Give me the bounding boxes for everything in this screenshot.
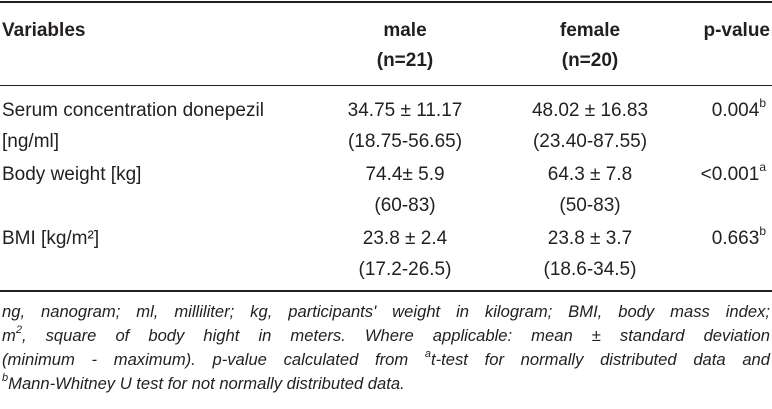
- footnote-line3-a: (minimum - maximum). p-value calculated …: [2, 350, 425, 369]
- footnote-line2: m2, square of body hight in meters. Wher…: [2, 324, 770, 348]
- header-female-n: (n=20): [561, 50, 619, 71]
- row2-male-line1: 74.4± 5.9: [365, 164, 445, 185]
- row1-male-line2: (18.75-56.65): [347, 131, 463, 152]
- header-variables: Variables: [2, 20, 86, 41]
- row3-pvalue-number: 0.663: [711, 228, 760, 249]
- row1-female-line2: (23.40-87.55): [532, 131, 648, 152]
- row2-label-line1: Body weight [kg]: [2, 164, 142, 185]
- row3-label-line1: BMI [kg/m²]: [2, 228, 100, 249]
- row3-female-line2: (18.6-34.5): [543, 259, 637, 280]
- table-header-rule: [0, 85, 772, 86]
- row2-female-line2: (50-83): [559, 195, 621, 216]
- footnote-line3-b: t-test for normally distributed data and: [431, 350, 771, 369]
- row1-pvalue: 0.004b: [660, 96, 766, 126]
- row2-male-line2: (60-83): [374, 195, 436, 216]
- footnote-line4-rest: Mann-Whitney U test for not normally dis…: [8, 374, 405, 393]
- table-footnote: ng, nanogram; ml, milliliter; kg, partic…: [2, 300, 770, 396]
- header-pvalue: p-value: [703, 20, 770, 41]
- footnote-m: m: [2, 326, 16, 345]
- footnote-line4-sup: b: [2, 372, 9, 385]
- row3-pvalue-sup: b: [759, 223, 766, 238]
- footnote-line2-rest: , square of body hight in meters. Where …: [21, 326, 770, 345]
- row1-pvalue-sup: b: [759, 95, 766, 110]
- row2-female-line1: 64.3 ± 7.8: [547, 164, 633, 185]
- row2-pvalue-number: <0.001: [700, 164, 760, 185]
- row3-male-line1: 23.8 ± 2.4: [362, 228, 448, 249]
- table-top-rule: [0, 1, 772, 3]
- row2-pvalue: <0.001a: [660, 160, 766, 190]
- header-male: male: [383, 20, 427, 41]
- row3-pvalue: 0.663b: [660, 224, 766, 254]
- header-male-n: (n=21): [376, 50, 434, 71]
- row1-pvalue-number: 0.004: [711, 100, 760, 121]
- footnote-m-sup: 2: [15, 324, 22, 337]
- row2-pvalue-sup: a: [759, 159, 766, 174]
- row3-female-line1: 23.8 ± 3.7: [547, 228, 633, 249]
- header-female: female: [559, 20, 621, 41]
- table-bottom-rule: [0, 290, 772, 292]
- row3-male-line2: (17.2-26.5): [358, 259, 452, 280]
- row1-label-line2: [ng/ml]: [2, 131, 60, 152]
- row1-male-line1: 34.75 ± 11.17: [347, 100, 463, 121]
- row1-label-line1: Serum concentration donepezil: [2, 100, 264, 121]
- footnote-line4: bMann-Whitney U test for not normally di…: [2, 372, 770, 396]
- row1-female-line1: 48.02 ± 16.83: [531, 100, 649, 121]
- footnote-line1: ng, nanogram; ml, milliliter; kg, partic…: [2, 302, 770, 321]
- footnote-line3: (minimum - maximum). p-value calculated …: [2, 348, 770, 372]
- footnote-line3-sup: a: [424, 348, 432, 361]
